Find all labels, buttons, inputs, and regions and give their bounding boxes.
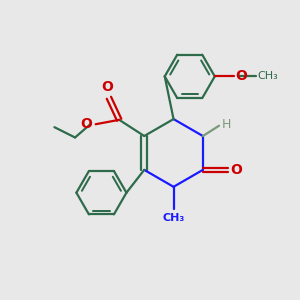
Text: CH₃: CH₃ xyxy=(257,71,278,81)
Text: O: O xyxy=(236,69,247,83)
Text: O: O xyxy=(230,163,242,177)
Text: CH₃: CH₃ xyxy=(162,213,185,223)
Text: H: H xyxy=(221,118,231,131)
Text: O: O xyxy=(80,117,92,131)
Text: O: O xyxy=(101,80,113,94)
